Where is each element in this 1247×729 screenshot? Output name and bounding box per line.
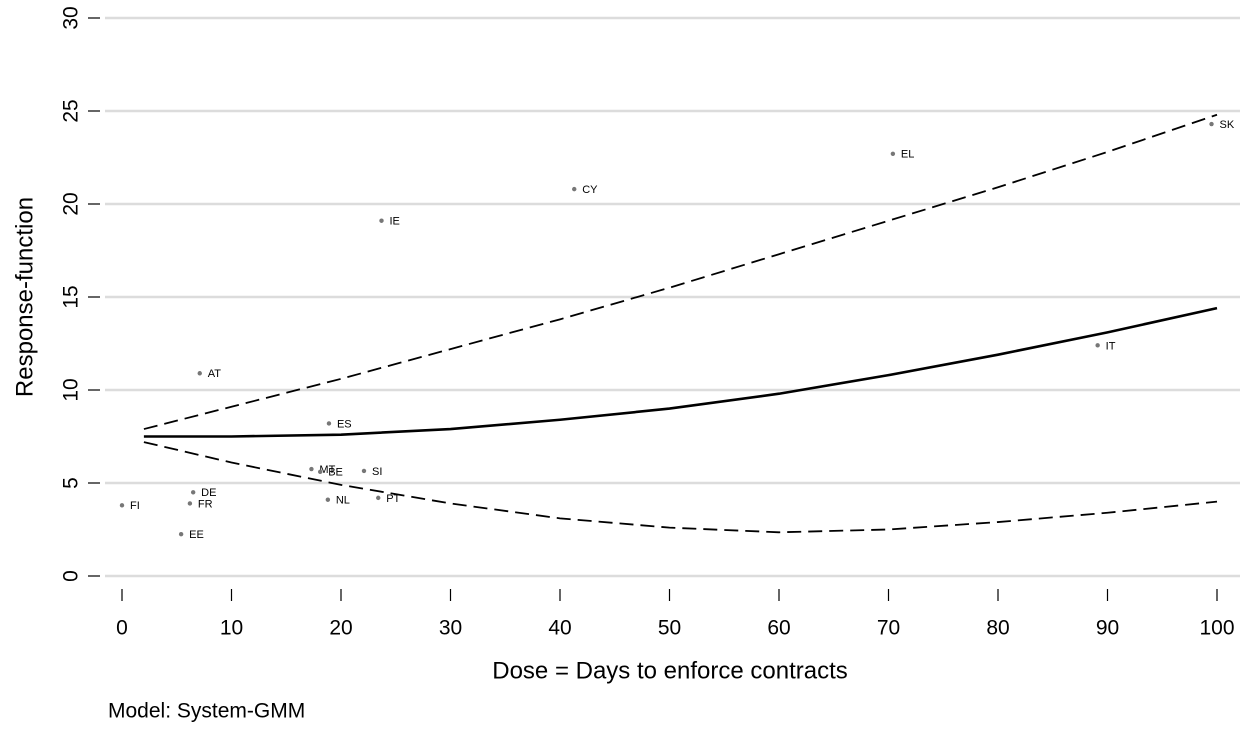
point xyxy=(197,371,202,376)
point xyxy=(326,421,332,426)
point xyxy=(1095,343,1100,348)
x-tick-label: 10 xyxy=(220,617,243,640)
x-tick-label: 20 xyxy=(329,617,352,640)
point xyxy=(890,151,896,156)
point-label: FI xyxy=(130,500,140,512)
point-label: EL xyxy=(901,149,914,161)
y-axis-label: Response-function xyxy=(11,197,38,397)
point-label: FR xyxy=(198,498,213,510)
x-tick-label: 80 xyxy=(986,617,1009,640)
point-label: MT xyxy=(319,464,335,476)
point-label: SK xyxy=(1220,119,1235,131)
point-label: IT xyxy=(1106,340,1116,352)
x-tick-label: 0 xyxy=(116,617,128,640)
point-label: PT xyxy=(386,493,400,505)
point xyxy=(119,503,125,508)
x-axis-label: Dose = Days to enforce contracts xyxy=(492,657,848,684)
point xyxy=(309,466,314,472)
point xyxy=(317,469,323,475)
y-tick-label: 5 xyxy=(60,477,83,489)
point-label: DE xyxy=(201,487,216,499)
point xyxy=(187,501,193,506)
point xyxy=(361,468,367,474)
line xyxy=(143,441,1218,534)
line xyxy=(143,113,1218,430)
y-tick-label: 15 xyxy=(60,285,83,308)
point xyxy=(325,497,331,502)
y-tick-label: 20 xyxy=(60,192,83,215)
x-tick-label: 50 xyxy=(658,617,681,640)
point xyxy=(190,490,196,495)
point-label: AT xyxy=(208,368,222,380)
x-tick-label: 30 xyxy=(439,617,462,640)
point-label: ES xyxy=(337,418,352,430)
point-label: SI xyxy=(372,466,382,478)
point-label: BE xyxy=(328,467,343,479)
y-tick-label: 25 xyxy=(60,99,83,122)
y-tick-label: 10 xyxy=(60,378,83,401)
line xyxy=(143,306,1218,438)
x-tick-label: 90 xyxy=(1096,617,1119,640)
x-tick-label: 40 xyxy=(548,617,571,640)
point-label: CY xyxy=(582,184,598,196)
point-label: IE xyxy=(390,216,400,228)
y-tick-label: 0 xyxy=(60,570,83,582)
point-label: EE xyxy=(189,529,204,541)
point xyxy=(376,495,381,501)
y-tick-label: 30 xyxy=(60,6,83,29)
x-tick-label: 60 xyxy=(767,617,790,640)
point xyxy=(572,186,577,192)
point-label: NL xyxy=(336,495,350,507)
point xyxy=(178,531,184,537)
point xyxy=(379,218,384,223)
x-tick-label: 70 xyxy=(877,617,900,640)
x-tick-label: 100 xyxy=(1199,617,1234,640)
note: Model: System-GMM xyxy=(108,700,305,723)
point xyxy=(1209,121,1214,127)
